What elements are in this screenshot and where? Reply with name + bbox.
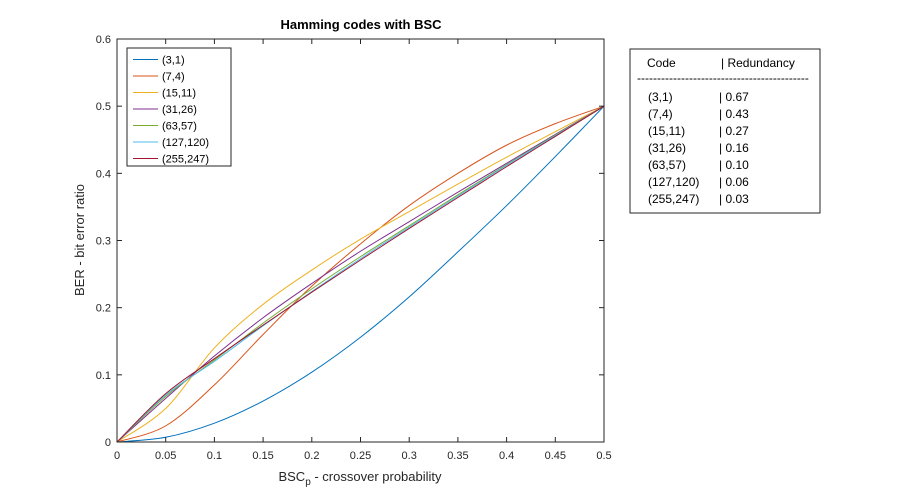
x-tick-label: 0.2 <box>304 450 319 462</box>
x-tick-label: 0.25 <box>350 450 371 462</box>
series-line-1 <box>116 105 605 443</box>
legend-label: (7,4) <box>162 71 185 83</box>
y-tick-label: 0.6 <box>96 34 111 46</box>
table-header-redundancy: | Redundancy <box>721 56 795 70</box>
legend-label: (3,1) <box>162 55 185 67</box>
table-cell-code: (7,4) <box>648 107 673 121</box>
table-box <box>629 48 821 214</box>
x-axis-label-rest: - crossover probability <box>311 469 442 484</box>
legend-label: (15,11) <box>162 88 196 100</box>
table-cell-code: (63,57) <box>648 158 686 172</box>
x-axis-label: BSCp - crossover probability <box>278 469 442 488</box>
table-cell-redundancy: | 0.03 <box>719 192 749 206</box>
series-line-2 <box>116 105 605 443</box>
x-tick-label: 0.45 <box>545 450 566 462</box>
y-tick-label: 0.2 <box>96 303 111 315</box>
table-cell-redundancy: | 0.06 <box>719 175 749 189</box>
legend-label: (127,120) <box>162 137 209 149</box>
table-cell-redundancy: | 0.43 <box>719 107 749 121</box>
series-line-7 <box>116 105 605 443</box>
table-cell-redundancy: | 0.27 <box>719 124 749 138</box>
redundancy-table: Code | Redundancy ----------------------… <box>629 48 821 214</box>
series-line-6 <box>116 105 605 443</box>
x-tick-label: 0.15 <box>252 450 273 462</box>
y-tick-label: 0.1 <box>96 370 111 382</box>
series-line-3 <box>116 105 605 443</box>
x-tick-label: 0 <box>114 450 120 462</box>
table-cell-code: (15,11) <box>648 124 685 138</box>
y-tick-label: 0.4 <box>96 168 111 180</box>
y-axis-label: BER - bit error ratio <box>72 184 87 296</box>
x-tick-label: 0.4 <box>499 450 514 462</box>
x-tick-label: 0.05 <box>155 450 176 462</box>
legend-label: (255,247) <box>162 154 209 166</box>
series-line-4 <box>116 105 605 443</box>
table-cell-code: (255,247) <box>648 192 699 206</box>
table-cell-code: (3,1) <box>648 90 673 104</box>
x-tick-label: 0.3 <box>402 450 417 462</box>
table-separator: ----------------------------------------… <box>637 71 809 85</box>
legend-label: (63,57) <box>162 121 197 133</box>
table-cell-code: (31,26) <box>648 141 686 155</box>
y-tick-label: 0 <box>105 437 111 449</box>
x-tick-label: 0.1 <box>207 450 222 462</box>
x-tick-label: 0.5 <box>596 450 611 462</box>
table-cell-redundancy: | 0.16 <box>719 141 749 155</box>
chart-legend: (3,1) (7,4) (15,11) (31,26) (63,57) (127,120)… <box>126 47 232 167</box>
table-cell-code: (127,120) <box>648 175 699 189</box>
table-cell-redundancy: | 0.67 <box>719 90 749 104</box>
table-header-code: Code <box>647 56 676 70</box>
y-axis-ticks: 0 0.1 0.2 0.3 0.4 0.5 0.6 <box>96 34 604 449</box>
x-axis-label-subscript: p <box>305 477 311 488</box>
y-tick-label: 0.3 <box>96 236 111 248</box>
table-cell-redundancy: | 0.10 <box>719 158 749 172</box>
x-axis-ticks: 0 0.05 0.1 0.15 0.2 0.25 0.3 0.35 0.4 0.45 0.5 <box>114 39 612 462</box>
x-axis-label-main: BSC <box>278 469 305 484</box>
legend-box <box>126 47 232 167</box>
plot-lines <box>116 105 605 443</box>
legend-label: (31,26) <box>162 104 197 116</box>
y-tick-label: 0.5 <box>96 101 111 113</box>
x-tick-label: 0.35 <box>447 450 468 462</box>
chart-title: Hamming codes with BSC <box>280 17 442 32</box>
